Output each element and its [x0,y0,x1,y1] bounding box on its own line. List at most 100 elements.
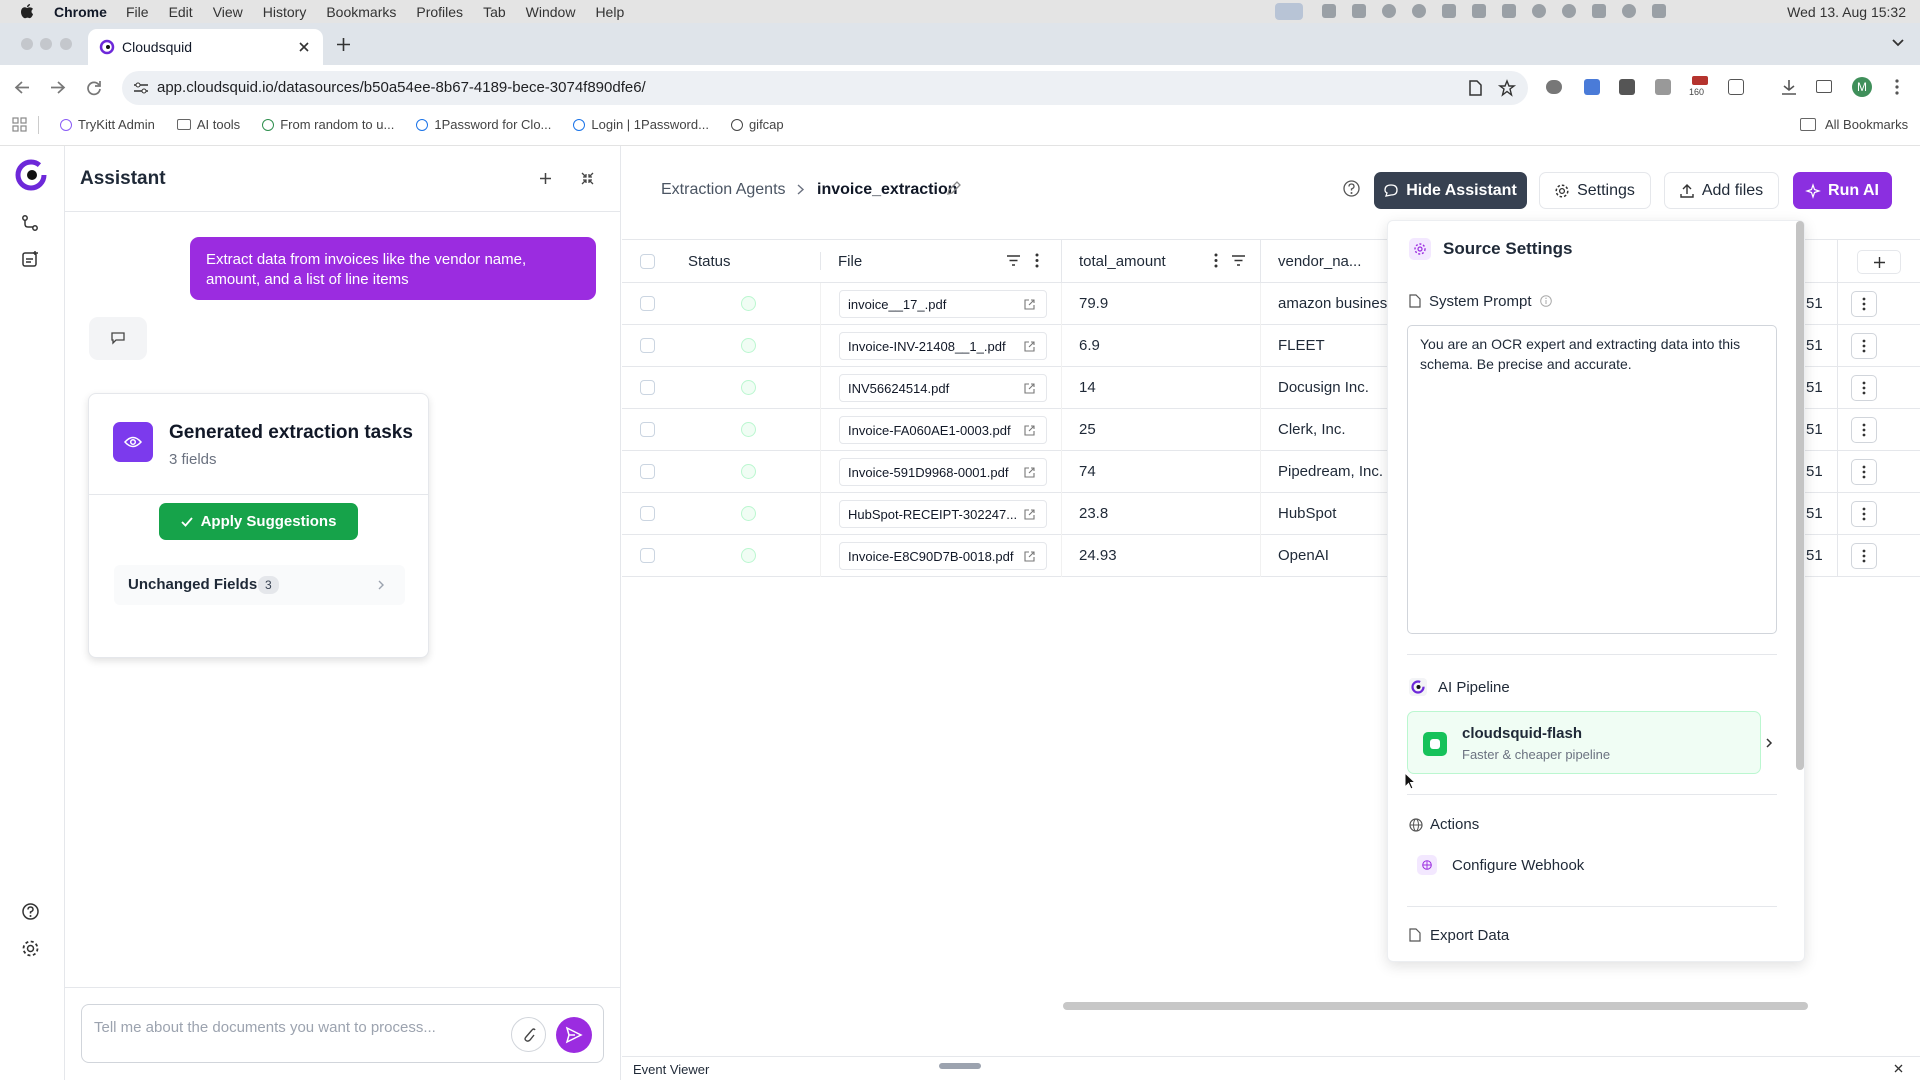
row-checkbox[interactable] [640,422,655,437]
row-checkbox[interactable] [640,296,655,311]
row-checkbox[interactable] [640,338,655,353]
extension-icon[interactable]: 160 [1689,76,1711,98]
table-row[interactable]: HubSpot-RECEIPT-302247... 23.8 HubSpot 51 [622,493,1920,535]
new-chat[interactable] [540,173,551,184]
pipeline-card[interactable]: cloudsquid-flash Faster & cheaper pipeli… [1407,711,1761,774]
extensions-menu[interactable] [1728,79,1744,95]
reload-button[interactable] [87,81,101,96]
status-icon[interactable] [1412,4,1426,18]
nav-workflows[interactable] [22,215,38,231]
add-column[interactable] [1857,250,1901,274]
edit-name[interactable] [946,181,961,196]
back-button[interactable] [14,81,29,94]
menu-item[interactable]: Help [595,4,625,20]
table-row[interactable]: INV56624514.pdf 14 Docusign Inc. 51 [622,367,1920,409]
file-chip[interactable]: Invoice-FA060AE1-0003.pdf [839,416,1047,444]
status-icon[interactable] [1592,4,1606,18]
column-menu[interactable] [1214,253,1218,268]
export-data[interactable]: Export Data [1430,927,1510,944]
downloads[interactable] [1781,79,1797,95]
row-actions[interactable] [1851,459,1877,485]
page-icon[interactable] [1469,80,1482,96]
send-button[interactable] [556,1017,592,1053]
profile-avatar[interactable]: M [1852,77,1872,97]
window-zoom[interactable] [60,38,72,50]
panel-scrollbar[interactable] [1796,221,1804,770]
status-icon[interactable] [1562,4,1576,18]
column-header[interactable]: File [838,253,863,270]
extension-icon[interactable] [1546,80,1562,94]
forward-button[interactable] [51,81,66,94]
menu-item[interactable]: Tab [483,4,506,20]
site-info[interactable] [134,82,148,94]
window-minimize[interactable] [40,38,52,50]
row-actions[interactable] [1851,501,1877,527]
bookmark[interactable]: Login | 1Password... [573,117,709,132]
file-chip[interactable]: Invoice-591D9968-0001.pdf [839,458,1047,486]
close-event-viewer[interactable] [1894,1064,1903,1073]
status-icon[interactable] [1382,4,1396,18]
app-logo[interactable] [15,159,47,191]
nav-help[interactable] [22,903,39,920]
open-file-icon[interactable] [1024,341,1035,352]
row-checkbox[interactable] [640,464,655,479]
pipeline-chevron[interactable] [1766,738,1773,748]
tab-close[interactable] [299,42,309,52]
row-actions[interactable] [1851,333,1877,359]
table-row[interactable]: Invoice-INV-21408__1_.pdf 6.9 FLEET 51 [622,325,1920,367]
open-file-icon[interactable] [1024,467,1035,478]
all-bookmarks[interactable]: All Bookmarks [1825,117,1909,132]
row-actions[interactable] [1851,417,1877,443]
file-chip[interactable]: invoice__17_.pdf [839,290,1047,318]
file-chip[interactable]: HubSpot-RECEIPT-302247... [839,500,1047,528]
file-chip[interactable]: Invoice-INV-21408__1_.pdf [839,332,1047,360]
window-close[interactable] [21,38,33,50]
open-file-icon[interactable] [1024,383,1035,394]
filter-icon[interactable] [1007,255,1020,266]
nav-datasources[interactable] [22,250,39,267]
run-ai-button[interactable]: Run AI [1793,172,1892,209]
status-icon[interactable] [1472,4,1486,18]
menu-item[interactable]: Edit [168,4,193,20]
status-icon[interactable] [1442,4,1456,18]
info-icon[interactable] [1540,295,1552,307]
menu-item[interactable]: File [126,4,149,20]
extension-icon[interactable] [1655,79,1671,95]
status-icon[interactable] [1652,4,1666,18]
open-file-icon[interactable] [1024,551,1035,562]
menu-item[interactable]: Window [525,4,576,20]
row-actions[interactable] [1851,375,1877,401]
menu-item[interactable]: History [262,4,307,20]
chrome-menu[interactable] [1895,79,1899,95]
bookmark[interactable]: TryKitt Admin [60,117,155,132]
table-row[interactable]: invoice__17_.pdf 79.9 amazon business 51 [622,283,1920,325]
row-checkbox[interactable] [640,506,655,521]
table-row[interactable]: Invoice-591D9968-0001.pdf 74 Pipedream, In… [622,451,1920,493]
bookmark[interactable]: AI tools [176,117,240,132]
table-row[interactable]: Invoice-FA060AE1-0003.pdf 25 Clerk, Inc. 51 [622,409,1920,451]
breadcrumb-parent[interactable]: Extraction Agents [661,181,786,198]
row-checkbox[interactable] [640,380,655,395]
extension-icon[interactable] [1619,79,1635,95]
bookmark-star[interactable] [1497,79,1517,97]
apps-icon[interactable] [12,117,27,132]
system-prompt-input[interactable]: You are an OCR expert and extracting dat… [1407,325,1777,634]
tab-search[interactable] [1892,39,1904,47]
select-all[interactable] [640,254,655,269]
open-file-icon[interactable] [1024,299,1035,310]
status-icon[interactable] [1502,4,1516,18]
bookmark[interactable]: From random to u... [262,117,394,132]
add-files-button[interactable]: Add files [1664,172,1779,209]
app-menu[interactable]: Chrome [54,4,107,20]
row-actions[interactable] [1851,543,1877,569]
extension-icon[interactable] [1584,79,1600,95]
apply-suggestions[interactable]: Apply Suggestions [159,503,358,540]
status-icon[interactable] [1532,4,1546,18]
attach-button[interactable] [511,1017,546,1052]
reading-list[interactable] [1816,80,1832,93]
unchanged-fields[interactable]: Unchanged Fields 3 [114,565,405,605]
row-actions[interactable] [1851,291,1877,317]
hide-assistant-button[interactable]: Hide Assistant [1374,172,1527,209]
settings-button[interactable]: Settings [1539,172,1651,209]
collapse-assistant[interactable] [581,172,594,185]
